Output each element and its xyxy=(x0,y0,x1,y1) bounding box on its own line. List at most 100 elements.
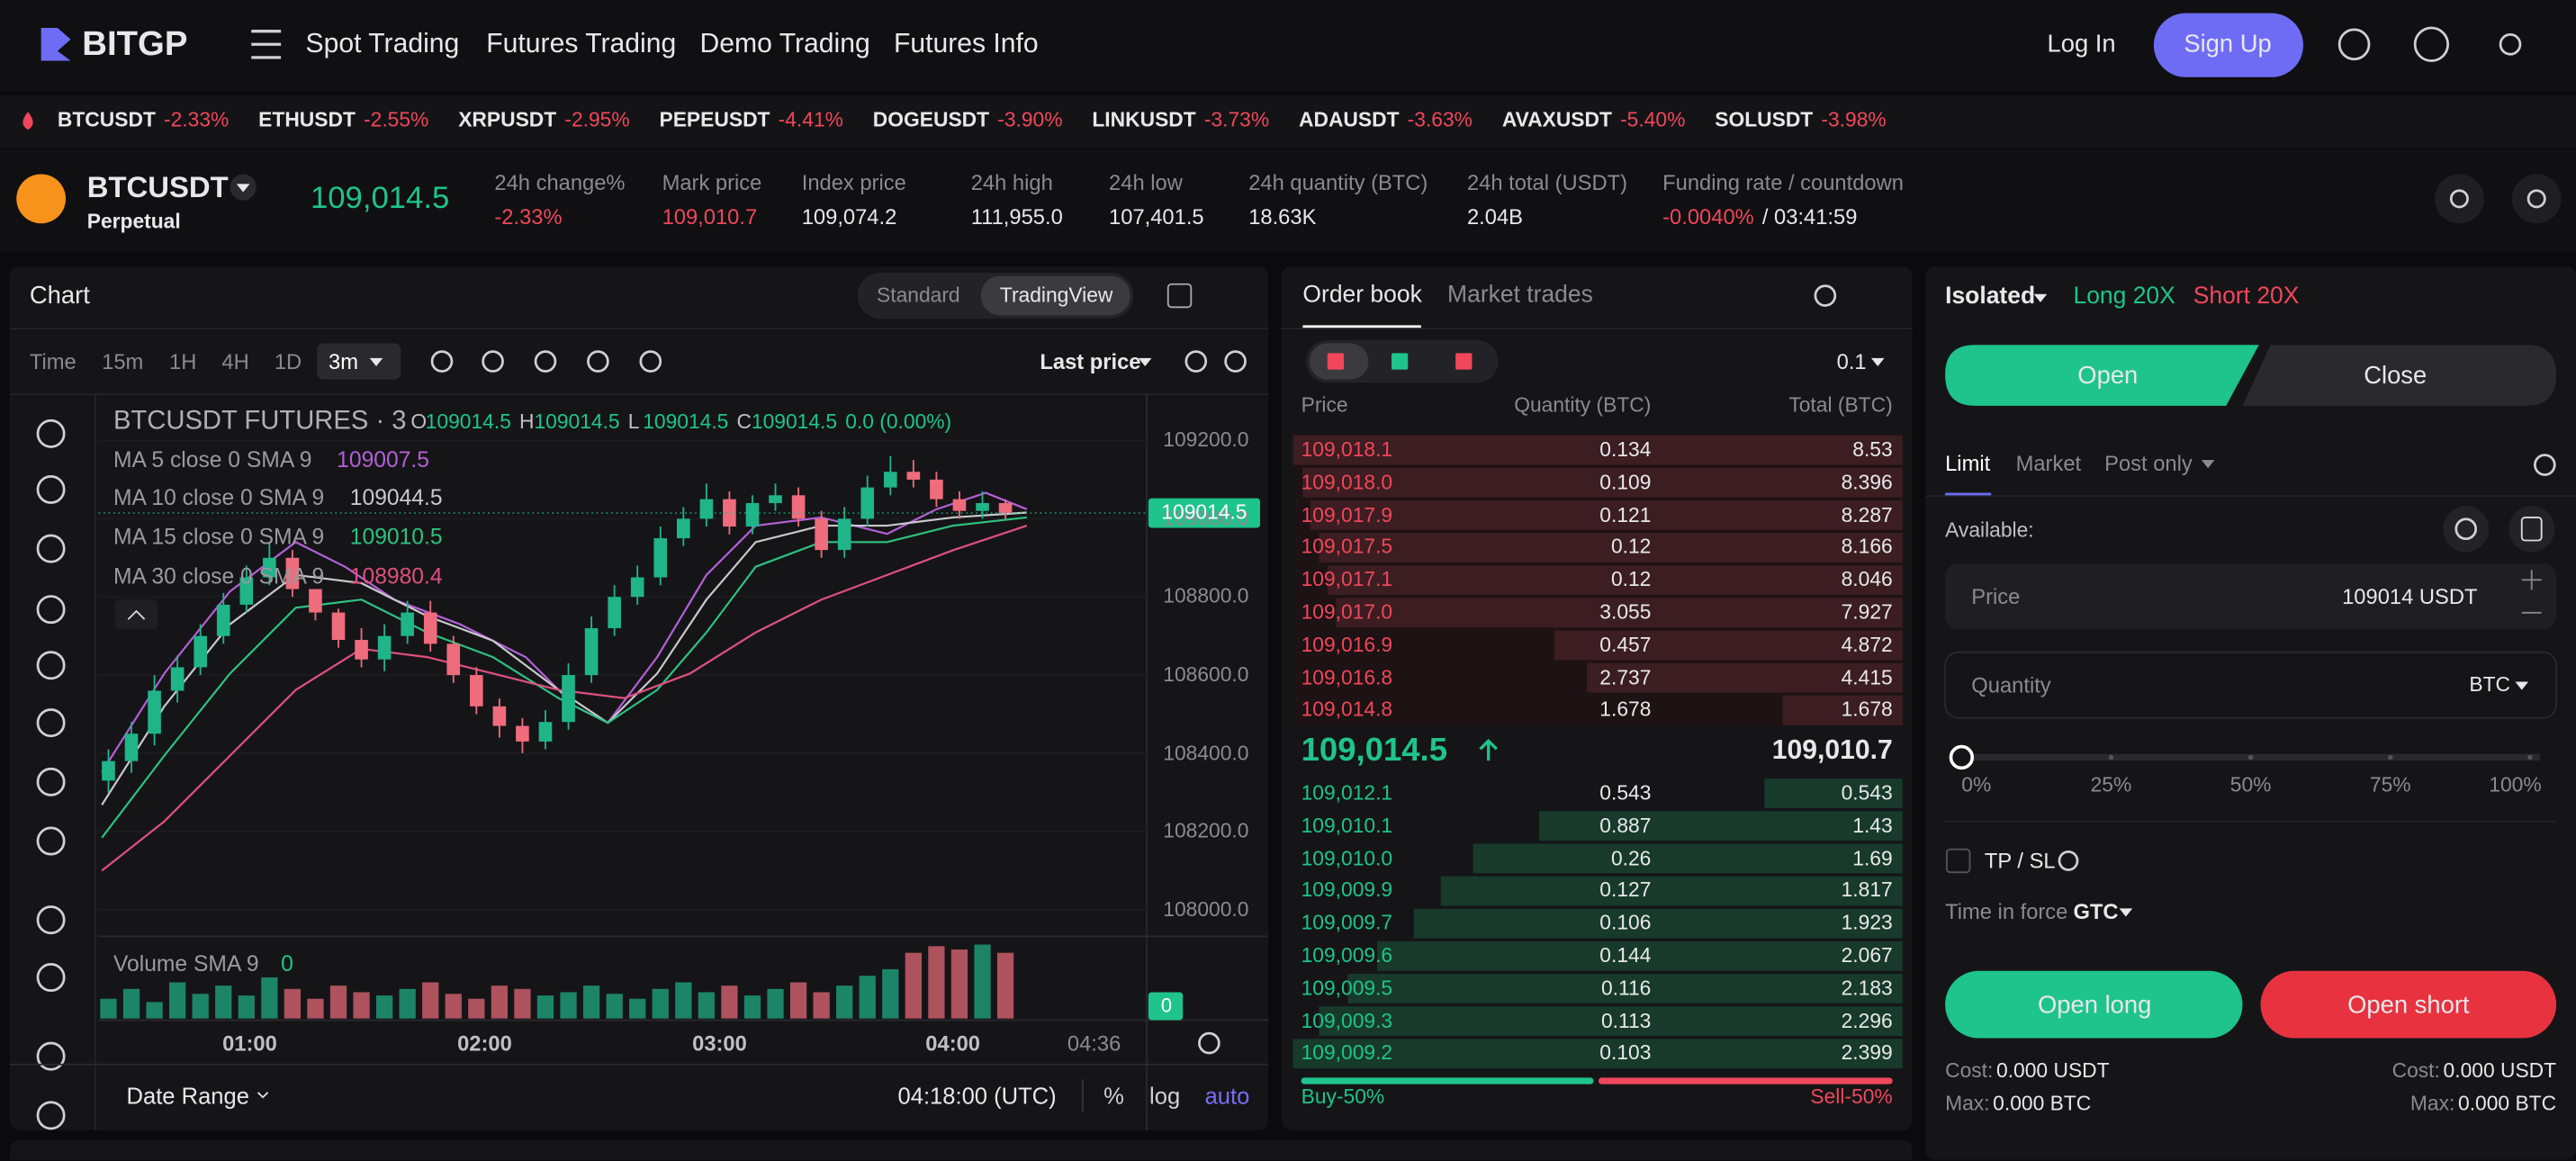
ticker-item[interactable]: DOGEUSDT -3.90% xyxy=(873,108,1063,131)
drawing-tool[interactable] xyxy=(36,595,66,625)
volume-bar xyxy=(721,986,738,1019)
bottom-panel xyxy=(9,1139,1913,1160)
chevron-icon xyxy=(257,1092,269,1099)
ticker-item[interactable]: AVAXUSDT -5.40% xyxy=(1502,108,1686,131)
margin-mode[interactable]: Isolated xyxy=(1945,284,2036,310)
chart-tool[interactable] xyxy=(639,350,662,373)
ticker-item[interactable]: LINKUSDT -3.73% xyxy=(1092,108,1269,131)
download-icon[interactable] xyxy=(2337,28,2371,61)
close-tab[interactable] xyxy=(2242,345,2557,406)
scale-option[interactable]: % xyxy=(1103,1082,1124,1110)
quantity-cell: 0.103 xyxy=(1599,1041,1652,1066)
ohlc-key: C xyxy=(736,410,752,434)
drawing-tool[interactable] xyxy=(36,905,66,935)
drawing-tool[interactable] xyxy=(36,418,66,448)
volume-tag-label: 0 xyxy=(1160,994,1173,1017)
drawing-tool[interactable] xyxy=(36,963,66,992)
date-range[interactable]: Date Range xyxy=(126,1082,249,1110)
tif-value[interactable]: GTC xyxy=(2073,899,2119,924)
ticker-item[interactable]: ETHUSDT -2.55% xyxy=(258,108,428,131)
tab[interactable]: Market trades xyxy=(1447,282,1593,309)
drawing-tool[interactable] xyxy=(36,826,66,856)
drawing-tool[interactable] xyxy=(36,474,66,504)
ticker-item[interactable]: BTCUSDT -2.33% xyxy=(58,108,229,131)
bell-icon[interactable] xyxy=(2449,189,2469,209)
nav-link[interactable]: Futures Info xyxy=(893,29,1039,59)
volume-bar xyxy=(329,986,347,1019)
drawing-tool[interactable] xyxy=(36,1041,66,1071)
nav-link[interactable]: Futures Trading xyxy=(486,29,677,59)
book-view-icon[interactable] xyxy=(1455,353,1473,370)
interval[interactable]: 15m xyxy=(102,348,144,374)
order-type[interactable]: Limit xyxy=(1945,451,1991,476)
price-cell: 109,014.8 xyxy=(1301,698,1393,722)
checkbox[interactable] xyxy=(1946,848,1971,874)
ticker-item[interactable]: ADAUSDT -3.63% xyxy=(1299,108,1473,131)
chart-tool[interactable] xyxy=(587,350,609,373)
refresh-icon[interactable] xyxy=(1184,350,1208,373)
nav-link[interactable]: Spot Trading xyxy=(305,29,460,59)
book-view-icon[interactable] xyxy=(1391,353,1409,370)
tab[interactable]: Order book xyxy=(1302,282,1422,309)
precision[interactable]: 0.1 xyxy=(1836,348,1867,374)
slider-label: 25% xyxy=(2090,773,2132,796)
login-button[interactable]: Log In xyxy=(2047,30,2116,58)
filter-icon[interactable] xyxy=(1814,284,1837,307)
chart-settings[interactable] xyxy=(1198,1031,1220,1055)
price-source[interactable]: Last price xyxy=(1040,348,1141,374)
open-long-button[interactable] xyxy=(1945,970,2243,1039)
open-tab[interactable] xyxy=(1945,345,2259,406)
view-option[interactable]: Standard xyxy=(877,284,960,307)
price-input[interactable] xyxy=(1945,563,2557,630)
volume-bar xyxy=(767,988,784,1019)
ticker-item[interactable]: SOLUSDT -3.98% xyxy=(1715,108,1886,131)
order-type[interactable]: Post only xyxy=(2104,451,2193,476)
book-view-icon[interactable] xyxy=(1327,353,1345,370)
transfer-button[interactable] xyxy=(2443,506,2490,553)
calculator-button[interactable] xyxy=(2508,506,2555,553)
drawing-tool[interactable] xyxy=(36,708,66,738)
collapse-legend[interactable] xyxy=(114,599,158,630)
total-cell: 1.43 xyxy=(1852,814,1893,838)
ticker-item[interactable]: PEPEUSDT -4.41% xyxy=(659,108,842,131)
info-icon[interactable] xyxy=(2533,454,2556,476)
chart-tool[interactable] xyxy=(482,350,504,373)
nav-link[interactable]: Demo Trading xyxy=(699,29,870,59)
transfer-icon[interactable] xyxy=(2454,518,2478,541)
layout-icon[interactable] xyxy=(1166,283,1193,309)
interval[interactable]: 3m xyxy=(329,348,359,374)
long-leverage[interactable]: Long 20X xyxy=(2073,284,2175,310)
view-selected[interactable] xyxy=(980,275,1130,316)
unit-select[interactable]: BTC xyxy=(2469,672,2510,697)
caret-icon xyxy=(236,184,250,193)
language-icon[interactable] xyxy=(2413,26,2449,62)
drawing-tool[interactable] xyxy=(36,1101,66,1130)
chart-tool[interactable] xyxy=(430,350,454,373)
open-short-button[interactable] xyxy=(2260,970,2557,1039)
short-leverage[interactable]: Short 20X xyxy=(2193,284,2300,310)
gear-icon[interactable] xyxy=(2526,189,2546,209)
stat-value: 107,401.5 xyxy=(1109,204,1204,230)
slider-handle[interactable] xyxy=(1949,744,1975,770)
drawing-tool[interactable] xyxy=(36,534,66,563)
chart-tool[interactable] xyxy=(534,350,557,373)
settings-button[interactable] xyxy=(2511,174,2562,224)
drawing-tool[interactable] xyxy=(36,651,66,680)
scale-option[interactable]: log xyxy=(1149,1082,1181,1110)
fullscreen-icon[interactable] xyxy=(1224,350,1247,373)
signup-button[interactable] xyxy=(2153,13,2304,77)
interval[interactable]: 1H xyxy=(169,348,197,374)
info-icon[interactable] xyxy=(2058,850,2079,871)
ticker-item[interactable]: XRPUSDT -2.95% xyxy=(458,108,629,131)
quantity-input[interactable] xyxy=(1944,651,2558,719)
order-type[interactable]: Market xyxy=(2015,451,2082,476)
interval[interactable]: 1D xyxy=(274,348,302,374)
theme-icon[interactable] xyxy=(2499,32,2522,56)
view-option[interactable]: TradingView xyxy=(999,284,1113,307)
drawing-tool[interactable] xyxy=(36,767,66,796)
alert-button[interactable] xyxy=(2435,174,2484,224)
stat-value: -0.0040% xyxy=(1662,204,1754,230)
interval[interactable]: 4H xyxy=(221,348,249,374)
scale-option[interactable]: auto xyxy=(1204,1082,1250,1110)
ma-value: 109007.5 xyxy=(337,446,429,472)
